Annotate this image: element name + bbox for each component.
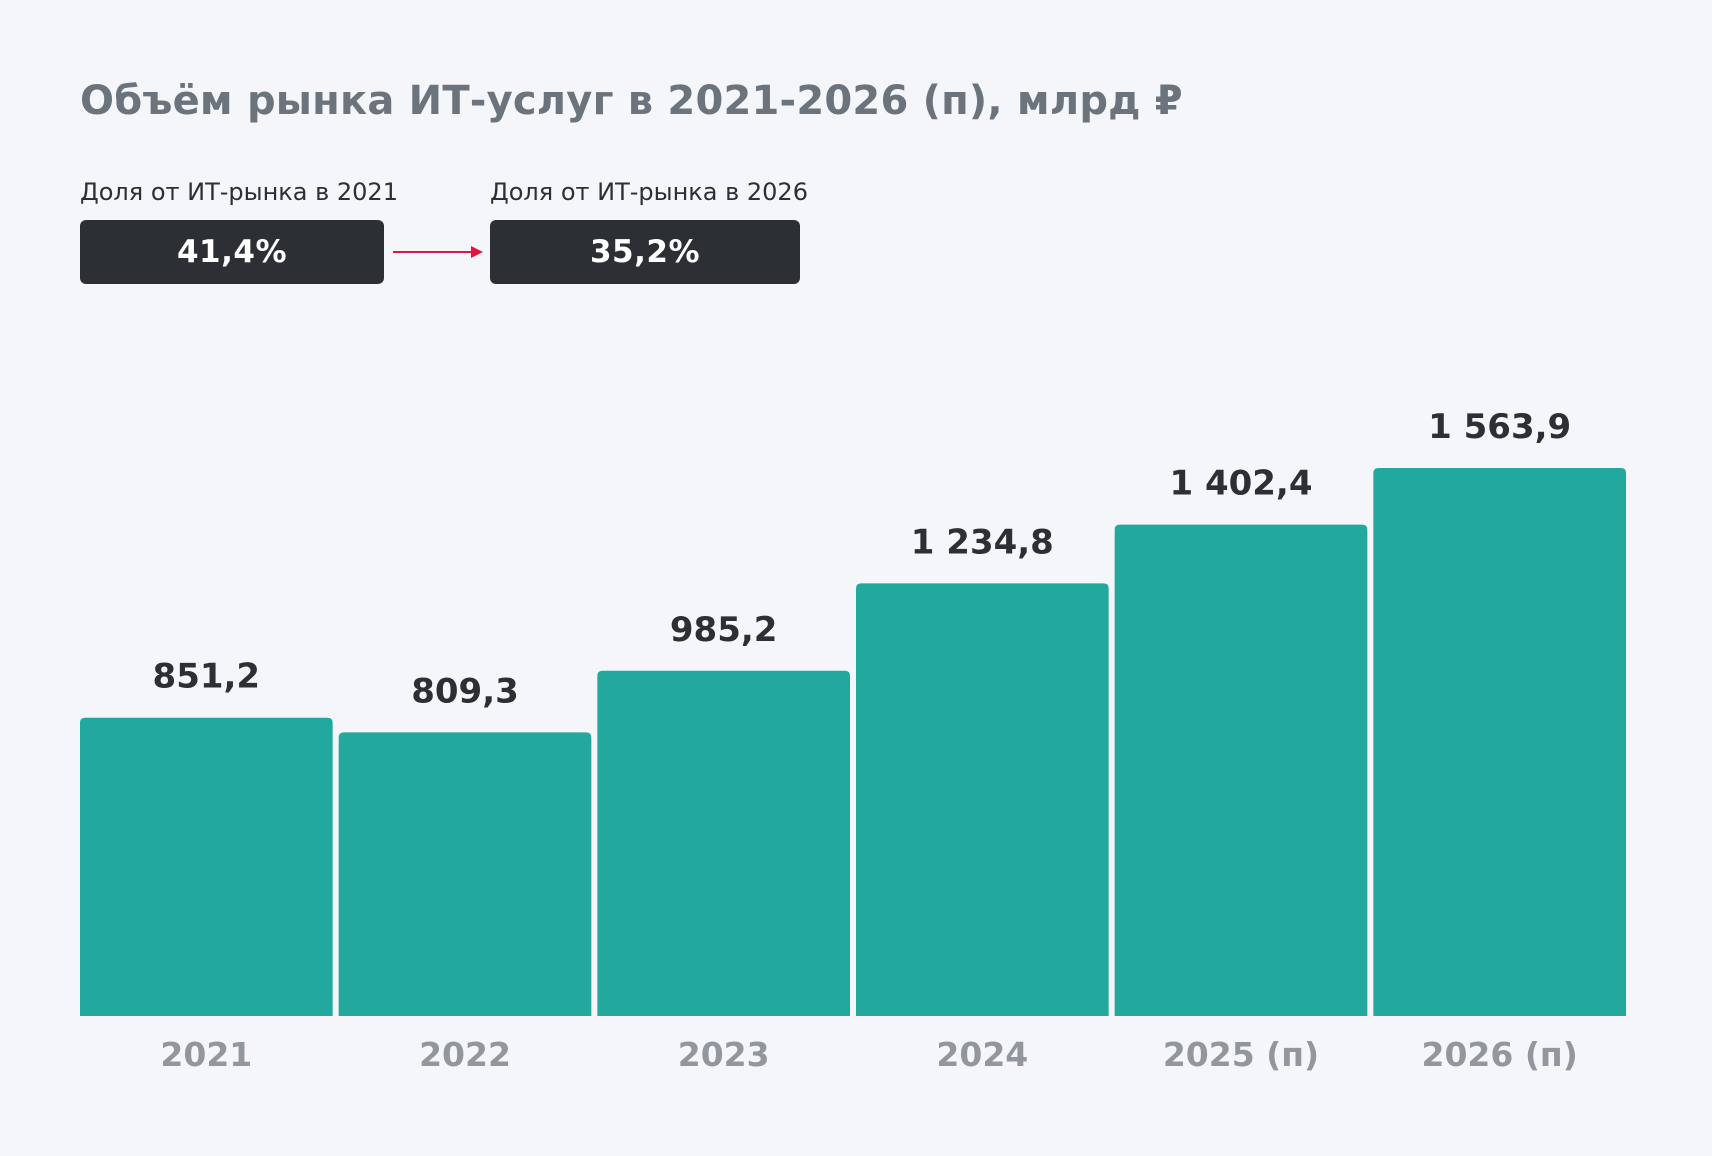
bar-value-label: 1 234,8 [911, 522, 1054, 562]
bar-2021 [80, 717, 333, 1016]
bar-2025f [1114, 524, 1368, 1016]
bar-2022 [338, 732, 592, 1016]
bar-value-label: 1 563,9 [1428, 407, 1571, 447]
x-tick-label: 2024 [936, 1035, 1028, 1074]
x-tick-label: 2025 (п) [1163, 1035, 1319, 1074]
x-tick-label: 2023 [678, 1035, 770, 1074]
share-2026-label: Доля от ИТ-рынка в 2026 [490, 178, 808, 206]
x-tick-label: 2021 [160, 1035, 252, 1074]
bar-2024 [856, 583, 1109, 1016]
bar-value-label: 851,2 [153, 657, 261, 697]
share-2026-badge: 35,2% [490, 220, 800, 284]
bar-2023 [597, 670, 850, 1016]
x-tick-label: 2022 [419, 1035, 511, 1074]
arrow-right-icon [393, 246, 483, 258]
bar-2026f [1373, 468, 1626, 1016]
chart-title: Объём рынка ИТ-услуг в 2021-2026 (п), мл… [80, 78, 1183, 124]
bar-value-label: 809,3 [411, 671, 519, 711]
share-2021-badge: 41,4% [80, 220, 384, 284]
bar-value-label: 985,2 [670, 610, 778, 650]
x-tick-label: 2026 (п) [1422, 1035, 1578, 1074]
share-2021-label: Доля от ИТ-рынка в 2021 [80, 178, 398, 206]
bar-value-label: 1 402,4 [1169, 464, 1312, 504]
